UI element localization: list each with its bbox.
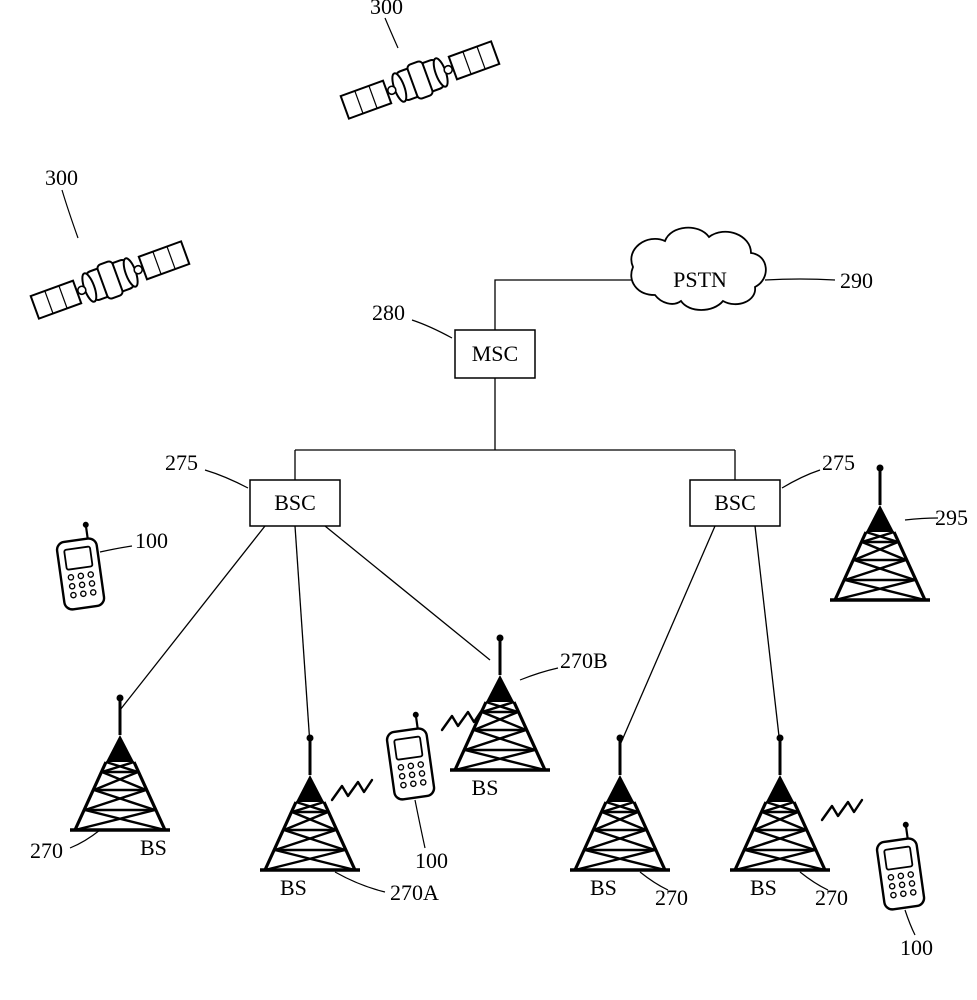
phone-3: 100 <box>874 821 933 960</box>
connection-wires <box>120 280 780 745</box>
satellite-1-ref: 300 <box>370 0 403 19</box>
msc-box: MSC <box>455 330 535 378</box>
pstn-cloud: PSTN <box>631 228 766 310</box>
phone-3-ref: 100 <box>900 935 933 960</box>
satellite-2-ref: 300 <box>45 165 78 190</box>
tower-270-bs: BS <box>140 835 167 860</box>
ref-290: 290 <box>840 268 873 293</box>
satellite-1: 300 <box>339 0 502 124</box>
tower-295-ref: 295 <box>935 505 968 530</box>
ref-275-left: 275 <box>165 450 198 475</box>
ref-275-right: 275 <box>822 450 855 475</box>
phone-1-ref: 100 <box>135 528 168 553</box>
phone-2-ref: 100 <box>415 848 448 873</box>
ref-280: 280 <box>372 300 405 325</box>
tower-270a-ref: 270A <box>390 880 439 905</box>
tower-270b-ref: 270B <box>560 648 608 673</box>
bsc-right-label: BSC <box>714 490 756 515</box>
pstn-label: PSTN <box>673 267 727 292</box>
tower-270a-bs: BS <box>280 875 307 900</box>
tower-270r2-ref: 270 <box>815 885 848 910</box>
msc-label: MSC <box>472 341 518 366</box>
tower-295: 295 <box>830 465 968 601</box>
satellite-2: 300 <box>29 165 192 324</box>
tower-270-ref: 270 <box>30 838 63 863</box>
phone-1: 100 <box>54 521 168 611</box>
bsc-left-label: BSC <box>274 490 316 515</box>
bsc-left-box: BSC <box>250 480 340 526</box>
tower-270-r1: BS 270 <box>570 735 688 911</box>
tower-270r1-bs: BS <box>590 875 617 900</box>
tower-270r2-bs: BS <box>750 875 777 900</box>
tower-270r1-ref: 270 <box>655 885 688 910</box>
tower-270-r2: BS 270 <box>730 735 848 911</box>
tower-270b-bs: BS <box>472 775 499 800</box>
phone-2: 100 <box>384 711 448 873</box>
bsc-right-box: BSC <box>690 480 780 526</box>
tower-270b: BS 270B <box>450 635 608 801</box>
tower-270: BS 270 <box>30 695 170 864</box>
